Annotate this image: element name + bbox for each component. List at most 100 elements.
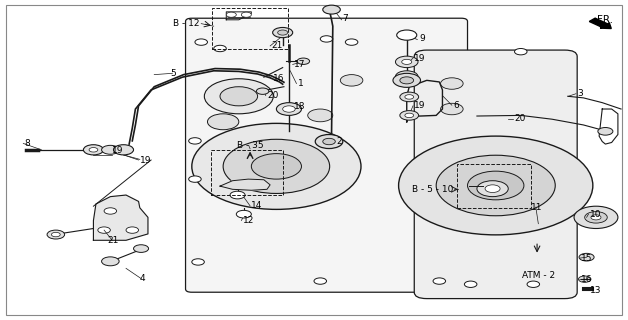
Circle shape bbox=[134, 245, 149, 252]
Circle shape bbox=[405, 95, 414, 99]
Circle shape bbox=[51, 232, 60, 237]
Circle shape bbox=[433, 278, 446, 284]
Circle shape bbox=[114, 145, 134, 155]
Circle shape bbox=[436, 155, 555, 216]
Text: B - 35: B - 35 bbox=[237, 141, 263, 150]
Circle shape bbox=[223, 139, 330, 194]
Circle shape bbox=[84, 145, 104, 155]
Text: 8: 8 bbox=[24, 139, 30, 148]
Circle shape bbox=[323, 5, 340, 14]
Text: 19: 19 bbox=[112, 146, 124, 155]
Circle shape bbox=[405, 113, 414, 118]
Circle shape bbox=[192, 123, 361, 209]
Circle shape bbox=[276, 103, 301, 116]
Circle shape bbox=[308, 109, 333, 122]
Text: 1: 1 bbox=[298, 79, 303, 88]
Text: 13: 13 bbox=[590, 286, 601, 295]
Circle shape bbox=[314, 278, 327, 284]
Circle shape bbox=[241, 12, 251, 17]
Circle shape bbox=[477, 181, 508, 197]
Text: 11: 11 bbox=[531, 203, 543, 212]
Circle shape bbox=[273, 28, 293, 38]
Text: 18: 18 bbox=[294, 102, 305, 111]
Text: 3: 3 bbox=[577, 89, 583, 98]
Text: 20: 20 bbox=[514, 114, 526, 123]
Circle shape bbox=[397, 30, 417, 40]
FancyBboxPatch shape bbox=[185, 18, 467, 292]
Circle shape bbox=[345, 39, 358, 45]
Circle shape bbox=[441, 78, 463, 89]
Text: 12: 12 bbox=[242, 216, 254, 225]
Text: 2: 2 bbox=[337, 137, 342, 146]
Text: 19: 19 bbox=[140, 156, 151, 164]
Circle shape bbox=[598, 127, 613, 135]
Circle shape bbox=[220, 87, 257, 106]
Circle shape bbox=[226, 12, 236, 17]
Text: 21: 21 bbox=[271, 41, 283, 51]
Circle shape bbox=[102, 145, 119, 154]
Bar bbox=[212, 8, 288, 49]
Circle shape bbox=[320, 36, 333, 42]
Circle shape bbox=[578, 276, 591, 282]
Text: 5: 5 bbox=[171, 69, 176, 78]
Circle shape bbox=[402, 59, 412, 64]
Bar bbox=[211, 150, 283, 195]
Polygon shape bbox=[94, 195, 148, 240]
Circle shape bbox=[527, 281, 539, 287]
Circle shape bbox=[441, 103, 463, 115]
Text: 19: 19 bbox=[414, 101, 426, 110]
Text: 20: 20 bbox=[267, 91, 278, 100]
Circle shape bbox=[230, 191, 245, 199]
Circle shape bbox=[98, 227, 111, 233]
Circle shape bbox=[89, 148, 98, 152]
Text: 6: 6 bbox=[453, 101, 459, 110]
Polygon shape bbox=[220, 179, 270, 190]
Circle shape bbox=[400, 92, 419, 102]
Circle shape bbox=[585, 212, 607, 223]
Text: 16: 16 bbox=[581, 275, 592, 284]
Circle shape bbox=[104, 208, 117, 214]
Circle shape bbox=[396, 71, 418, 82]
Text: 14: 14 bbox=[251, 201, 263, 210]
Circle shape bbox=[315, 134, 343, 148]
Circle shape bbox=[204, 79, 273, 114]
Circle shape bbox=[485, 185, 500, 193]
Circle shape bbox=[340, 75, 363, 86]
Circle shape bbox=[278, 30, 288, 35]
Circle shape bbox=[400, 111, 419, 120]
Circle shape bbox=[514, 49, 527, 55]
Circle shape bbox=[399, 136, 593, 235]
Text: 4: 4 bbox=[139, 274, 145, 283]
Circle shape bbox=[126, 227, 139, 233]
Text: ATM - 2: ATM - 2 bbox=[522, 271, 555, 280]
Circle shape bbox=[207, 114, 239, 130]
Text: 15: 15 bbox=[581, 254, 592, 263]
Circle shape bbox=[256, 88, 269, 94]
Text: 21: 21 bbox=[108, 236, 119, 245]
Text: B - 5 - 10: B - 5 - 10 bbox=[412, 185, 453, 194]
Circle shape bbox=[214, 45, 226, 52]
Text: 9: 9 bbox=[420, 35, 425, 44]
Text: 19: 19 bbox=[414, 53, 426, 62]
Circle shape bbox=[251, 154, 301, 179]
Circle shape bbox=[579, 253, 594, 261]
Circle shape bbox=[47, 230, 65, 239]
Text: 10: 10 bbox=[590, 210, 601, 219]
Circle shape bbox=[467, 171, 524, 200]
Text: 16: 16 bbox=[273, 74, 284, 83]
Text: 17: 17 bbox=[294, 60, 305, 69]
Circle shape bbox=[323, 138, 335, 145]
FancyBboxPatch shape bbox=[414, 50, 577, 299]
Circle shape bbox=[188, 138, 201, 144]
Circle shape bbox=[574, 206, 618, 228]
Circle shape bbox=[400, 77, 414, 84]
Circle shape bbox=[188, 176, 201, 182]
Text: B - 12: B - 12 bbox=[173, 19, 200, 28]
Circle shape bbox=[591, 215, 601, 220]
Circle shape bbox=[236, 210, 251, 218]
Circle shape bbox=[464, 281, 477, 287]
Circle shape bbox=[396, 56, 418, 68]
Circle shape bbox=[297, 58, 310, 64]
Circle shape bbox=[393, 73, 421, 87]
Circle shape bbox=[195, 39, 207, 45]
